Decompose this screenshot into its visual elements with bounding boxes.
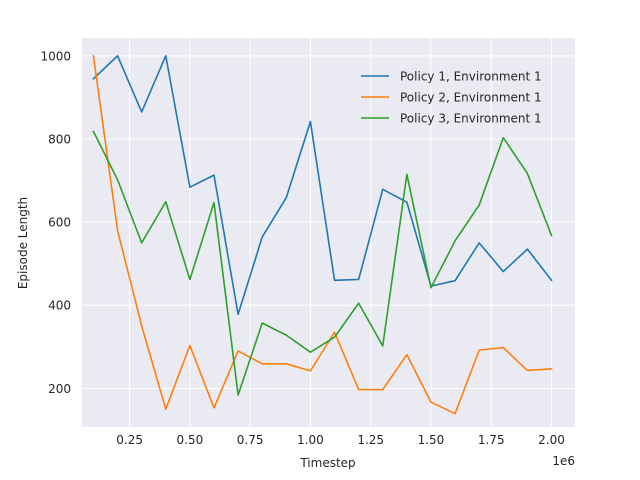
y-tick-label: 800 xyxy=(48,132,71,146)
x-tick-label: 0.75 xyxy=(237,433,264,447)
y-tick-label: 1000 xyxy=(40,49,71,63)
y-tick-label: 600 xyxy=(48,216,71,230)
x-tick-label: 1.25 xyxy=(357,433,384,447)
x-axis-title: Timestep xyxy=(299,456,355,470)
y-axis-title: Episode Length xyxy=(16,197,30,289)
x-axis-ticks: 0.25 0.50 0.75 1.00 1.25 1.50 1.75 2.00 xyxy=(116,433,565,447)
legend-label: Policy 1, Environment 1 xyxy=(400,70,542,84)
legend-label: Policy 2, Environment 1 xyxy=(400,91,542,105)
x-tick-label: 1.50 xyxy=(418,433,445,447)
series-line-policy-3 xyxy=(92,130,553,396)
x-tick-label: 1.75 xyxy=(478,433,505,447)
x-tick-label: 2.00 xyxy=(538,433,565,447)
grid-lines xyxy=(82,38,575,427)
plot-area xyxy=(82,38,575,427)
x-tick-label: 0.25 xyxy=(116,433,143,447)
x-tick-label: 1.00 xyxy=(297,433,324,447)
y-tick-label: 400 xyxy=(48,299,71,313)
series-line-policy-1 xyxy=(92,55,553,316)
legend-label: Policy 3, Environment 1 xyxy=(400,112,542,126)
series-line-policy-2 xyxy=(92,54,553,415)
x-axis-offset-label: 1e6 xyxy=(552,454,575,468)
y-axis-ticks: 200 400 600 800 1000 xyxy=(40,49,71,395)
y-tick-label: 200 xyxy=(48,382,71,396)
legend: Policy 1, Environment 1 Policy 2, Environ… xyxy=(361,70,542,126)
x-tick-label: 0.50 xyxy=(177,433,204,447)
series-lines xyxy=(92,54,553,415)
